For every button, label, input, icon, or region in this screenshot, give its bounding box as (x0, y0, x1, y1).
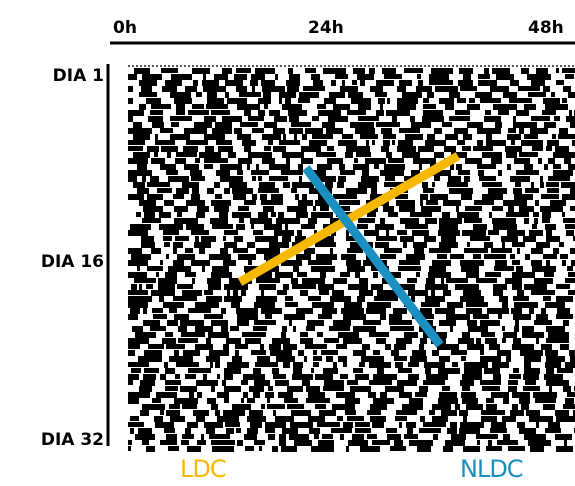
top-label: 48h (528, 18, 564, 38)
day-label: DIA 16 (41, 252, 104, 272)
legend-nldc: NLDC (460, 455, 523, 483)
activity-pattern (128, 68, 575, 452)
day-label: DIA 32 (41, 430, 104, 450)
activity-pattern-group (128, 65, 575, 452)
top-label: 0h (113, 18, 137, 38)
top-label: 24h (308, 18, 344, 38)
legend-ldc: LDC (180, 455, 226, 483)
nldc-trend-line (302, 165, 444, 348)
day-label: DIA 1 (53, 66, 104, 86)
